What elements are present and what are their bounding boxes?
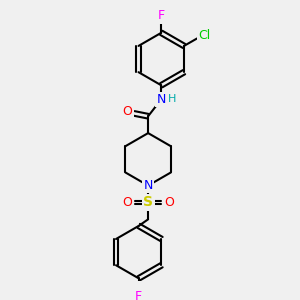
Text: O: O [123, 105, 132, 118]
Text: O: O [164, 196, 174, 209]
Text: O: O [123, 196, 132, 209]
Text: N: N [143, 179, 153, 192]
Text: S: S [143, 195, 153, 209]
Text: Cl: Cl [199, 29, 211, 42]
Text: F: F [135, 290, 142, 300]
Text: H: H [168, 94, 177, 104]
Text: F: F [158, 9, 165, 22]
Text: N: N [157, 93, 166, 106]
